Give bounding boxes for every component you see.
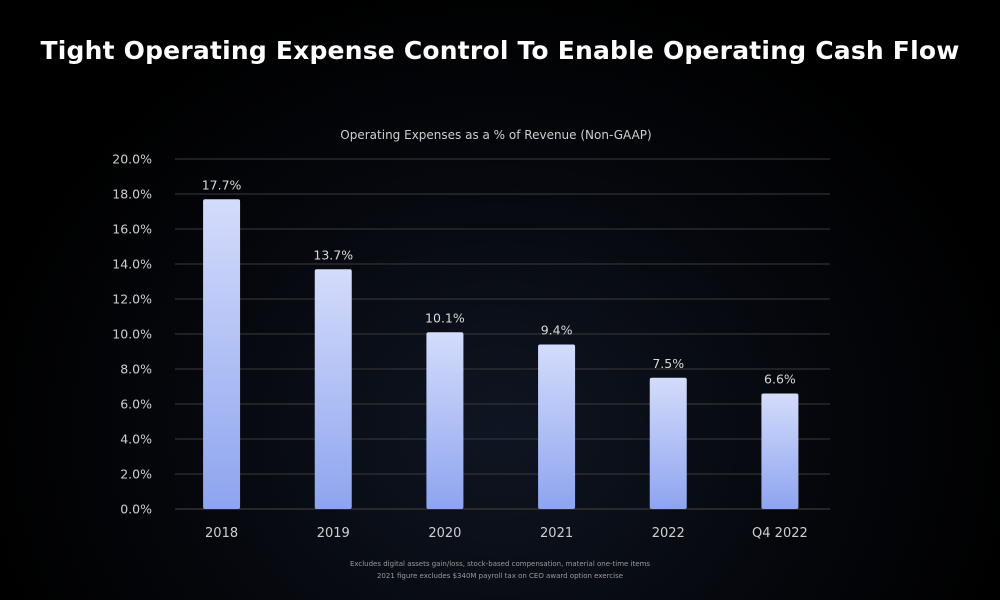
bar-q4-2022 xyxy=(761,393,799,509)
gridlines xyxy=(175,158,830,510)
x-tick-label: 2018 xyxy=(205,526,238,541)
bar-2021 xyxy=(538,344,576,509)
bars xyxy=(203,199,799,509)
data-label: 10.1% xyxy=(425,310,465,325)
slide-title: Tight Operating Expense Control To Enabl… xyxy=(40,36,960,65)
x-tick-label: 2021 xyxy=(540,526,573,541)
y-tick-label: 18.0% xyxy=(112,187,152,202)
footnote-1: Excludes digital assets gain/loss, stock… xyxy=(349,560,651,568)
y-tick-label: 12.0% xyxy=(112,292,152,307)
data-label: 13.7% xyxy=(313,247,353,262)
y-tick-label: 20.0% xyxy=(112,152,152,167)
x-tick-label: 2020 xyxy=(428,526,461,541)
data-label: 7.5% xyxy=(652,356,684,371)
y-tick-label: 8.0% xyxy=(120,362,152,377)
y-tick-label: 16.0% xyxy=(112,222,152,237)
y-tick-label: 14.0% xyxy=(112,257,152,272)
data-label: 9.4% xyxy=(541,323,573,338)
bar-2019 xyxy=(314,269,352,509)
footnote-2: 2021 figure excludes $340M payroll tax o… xyxy=(376,572,624,580)
x-tick-label: 2019 xyxy=(317,526,350,541)
y-tick-label: 10.0% xyxy=(112,327,152,342)
bar-2022 xyxy=(649,377,687,509)
y-tick-label: 6.0% xyxy=(120,397,152,412)
bar-2020 xyxy=(426,332,464,509)
chart-title: Operating Expenses as a % of Revenue (No… xyxy=(340,128,651,142)
y-tick-label: 0.0% xyxy=(120,502,152,517)
y-axis-ticks: 0.0% 2.0% 4.0% 6.0% 8.0% 10.0% 12.0% 14.0% 16.0%… xyxy=(112,152,152,517)
y-tick-label: 2.0% xyxy=(120,467,152,482)
x-tick-label: Q4 2022 xyxy=(752,526,808,541)
x-axis-ticks: 2018 2019 2020 2021 2022 Q4 2022 xyxy=(205,526,808,541)
y-tick-label: 4.0% xyxy=(120,432,152,447)
data-label: 17.7% xyxy=(202,177,242,192)
bar-2018 xyxy=(203,199,241,509)
x-tick-label: 2022 xyxy=(652,526,685,541)
data-labels: 17.7% 13.7% 10.1% 9.4% 7.5% 6.6% xyxy=(202,177,796,386)
data-label: 6.6% xyxy=(764,372,796,387)
